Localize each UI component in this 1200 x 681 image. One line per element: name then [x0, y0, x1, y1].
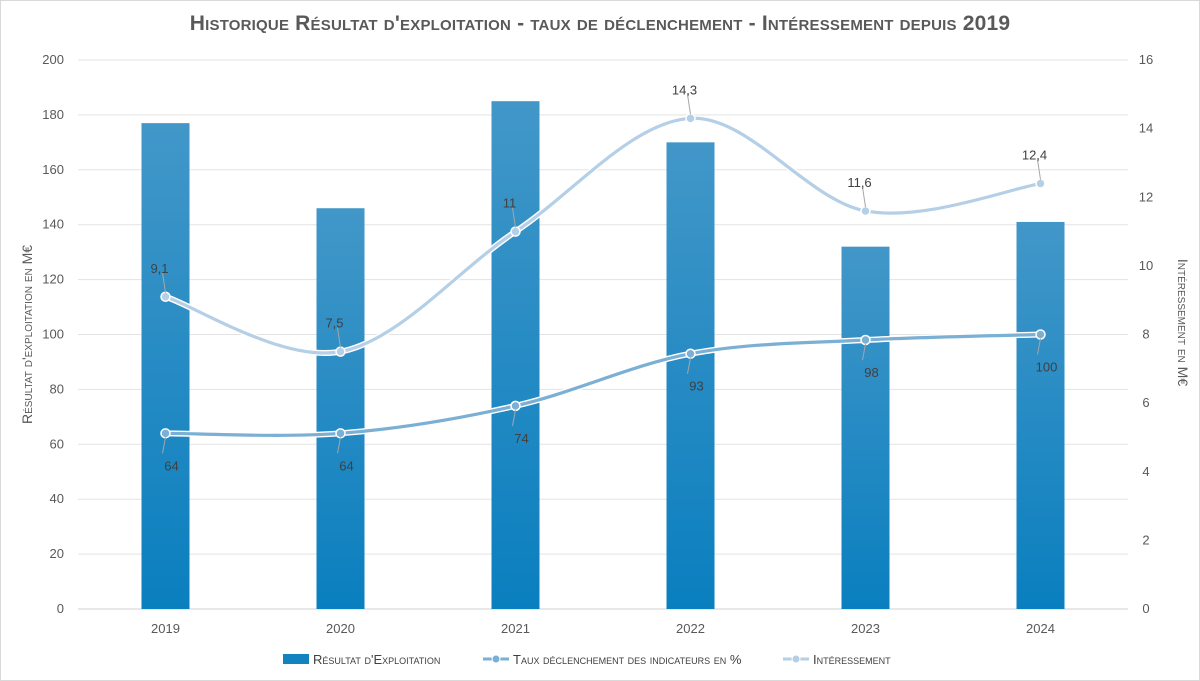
right-tick-label: 10	[1139, 258, 1153, 273]
bar	[666, 142, 715, 609]
right-tick-label: 0	[1142, 601, 1149, 616]
right-tick-label: 14	[1139, 121, 1153, 136]
legend-item: Résultat d'Exploitation	[283, 652, 440, 667]
left-tick-label: 20	[50, 546, 64, 561]
data-label: 11,6	[847, 175, 871, 190]
legend-label: Taux déclenchement des indicateurs en %	[513, 652, 742, 667]
left-tick-label: 160	[42, 162, 64, 177]
bar-series	[141, 101, 1065, 610]
x-tick-label: 2020	[326, 621, 355, 636]
data-label: 11	[503, 196, 517, 211]
data-label: 74	[514, 431, 528, 446]
right-tick-label: 4	[1142, 464, 1149, 479]
x-tick-label: 2021	[501, 621, 530, 636]
left-tick-label: 0	[57, 601, 64, 616]
taux-series-point	[510, 400, 521, 412]
taux-series-point	[685, 348, 696, 359]
data-label-leader	[337, 327, 341, 348]
bar	[1016, 221, 1065, 609]
data-label-leader	[862, 343, 866, 361]
left-tick-label: 120	[42, 272, 64, 287]
right-axis-ticks: 0 2 4 6 8 10 12 14 16	[1139, 52, 1153, 616]
interessement-series-point	[335, 346, 346, 357]
data-label-leader	[687, 94, 691, 115]
x-tick-label: 2019	[151, 621, 180, 636]
right-tick-label: 6	[1142, 395, 1149, 410]
data-label: 14,3	[672, 82, 697, 97]
legend-label: Résultat d'Exploitation	[313, 652, 440, 667]
left-tick-label: 140	[42, 217, 64, 232]
bar	[841, 246, 890, 609]
data-label: 64	[164, 458, 178, 473]
chart-title: Historique Résultat d'exploitation - tau…	[189, 12, 1011, 35]
left-tick-label: 60	[50, 436, 64, 451]
taux-series-point	[1035, 329, 1046, 340]
interessement-series: 9,1 7,5 11 14,3 11,6 12,4	[150, 82, 1047, 357]
interessement-series-point	[510, 226, 521, 237]
legend-marker	[491, 654, 501, 664]
right-tick-label: 2	[1142, 532, 1149, 547]
taux-series-line	[163, 332, 1043, 437]
data-label: 7,5	[325, 316, 343, 331]
right-axis-title: Intéressement en M€	[1175, 259, 1191, 386]
legend-item: Taux déclenchement des indicateurs en %	[483, 652, 742, 667]
data-label-leader	[1037, 159, 1041, 180]
left-tick-label: 200	[42, 52, 64, 67]
left-tick-label: 80	[50, 381, 64, 396]
data-label: 64	[339, 458, 353, 473]
x-tick-label: 2023	[851, 621, 880, 636]
data-label: 12,4	[1022, 148, 1047, 163]
left-axis-title: Résultat d'exploitation en M€	[19, 245, 35, 424]
bar	[491, 101, 540, 610]
left-tick-label: 100	[42, 327, 64, 342]
legend-item: Intéressement	[783, 652, 891, 667]
interessement-series-halo	[162, 115, 1044, 356]
taux-series: 64 64 74 93 98 100	[160, 329, 1058, 473]
data-label: 93	[689, 379, 703, 394]
interessement-series-point	[1035, 178, 1046, 189]
x-axis-ticks: 2019 2020 2021 2022 2023 2024	[151, 621, 1055, 636]
data-label-leader	[512, 207, 516, 228]
data-label-leader	[512, 409, 516, 426]
x-tick-label: 2022	[676, 621, 705, 636]
interessement-series-point	[860, 205, 871, 217]
data-label-leader	[162, 272, 166, 293]
data-label: 9,1	[150, 261, 168, 276]
left-tick-label: 180	[42, 107, 64, 122]
data-label-leader	[687, 357, 691, 374]
legend-swatch	[283, 654, 309, 664]
interessement-series-point	[685, 113, 696, 124]
taux-series-point	[160, 428, 171, 439]
left-axis-ticks: 0 20 40 60 80 100 120 140 160 180 200	[42, 52, 64, 616]
bar	[141, 123, 190, 609]
taux-series-point	[335, 428, 346, 439]
data-label-leader	[1037, 338, 1041, 355]
interessement-series-line	[163, 116, 1043, 355]
x-tick-label: 2024	[1026, 621, 1055, 636]
right-tick-label: 8	[1142, 327, 1149, 342]
taux-series-point	[860, 334, 871, 346]
right-tick-label: 16	[1139, 52, 1153, 67]
right-tick-label: 12	[1139, 189, 1153, 204]
data-label-leader	[337, 437, 341, 454]
data-label: 98	[864, 365, 878, 380]
legend-label: Intéressement	[813, 652, 891, 667]
data-label-leader	[162, 437, 166, 454]
legend-marker	[791, 654, 801, 664]
data-label-leader	[862, 186, 866, 208]
legend: Résultat d'Exploitation Taux déclenchemen…	[283, 652, 891, 667]
interessement-series-point	[160, 291, 171, 303]
data-label: 100	[1036, 360, 1058, 375]
left-tick-label: 40	[50, 491, 64, 506]
bar	[316, 208, 365, 610]
